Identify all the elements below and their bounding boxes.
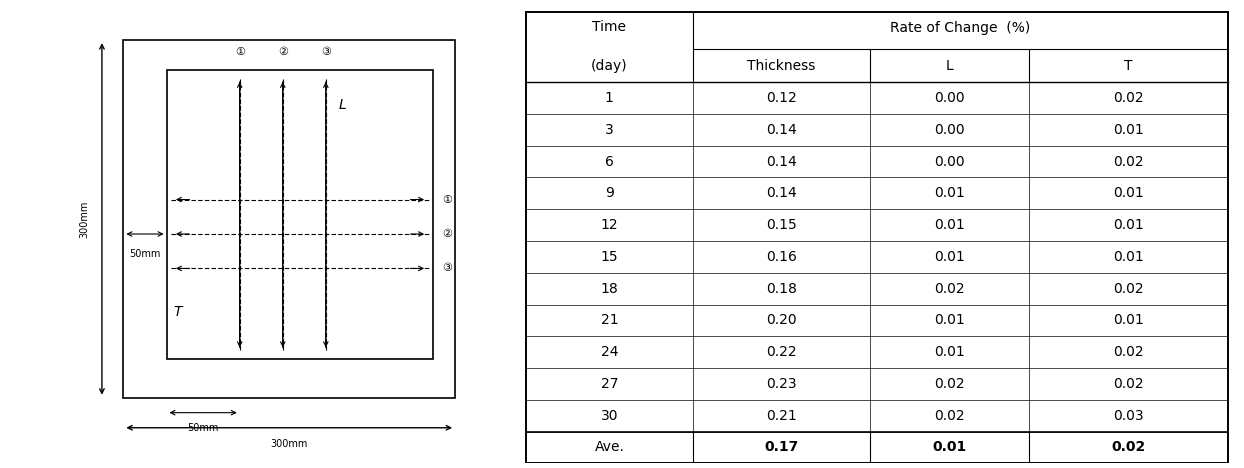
Text: Thickness: Thickness bbox=[748, 58, 816, 73]
Text: Rate of Change  (%): Rate of Change (%) bbox=[891, 21, 1030, 35]
Text: 0.01: 0.01 bbox=[1113, 218, 1144, 232]
Text: 0.01: 0.01 bbox=[934, 186, 965, 200]
Text: 0.02: 0.02 bbox=[1113, 91, 1144, 105]
Text: 0.02: 0.02 bbox=[934, 282, 965, 296]
Text: 50mm: 50mm bbox=[188, 424, 219, 433]
Text: 0.21: 0.21 bbox=[766, 409, 796, 423]
Text: 0.14: 0.14 bbox=[766, 186, 796, 200]
Text: 1: 1 bbox=[605, 91, 613, 105]
Text: 0.12: 0.12 bbox=[766, 91, 796, 105]
Text: L: L bbox=[945, 58, 954, 73]
Text: T: T bbox=[1125, 58, 1133, 73]
Text: 0.00: 0.00 bbox=[934, 123, 965, 137]
Text: 0.01: 0.01 bbox=[934, 250, 965, 264]
Text: L: L bbox=[338, 98, 347, 112]
Text: 18: 18 bbox=[601, 282, 618, 296]
Text: 0.02: 0.02 bbox=[1113, 154, 1144, 168]
Text: ①: ① bbox=[442, 195, 452, 205]
Text: ②: ② bbox=[442, 229, 452, 239]
Text: 0.14: 0.14 bbox=[766, 123, 796, 137]
Text: 0.14: 0.14 bbox=[766, 154, 796, 168]
Text: 0.01: 0.01 bbox=[1113, 250, 1144, 264]
Text: 0.02: 0.02 bbox=[1113, 377, 1144, 391]
Text: 0.01: 0.01 bbox=[1113, 123, 1144, 137]
Text: 0.01: 0.01 bbox=[1113, 314, 1144, 328]
Text: 27: 27 bbox=[601, 377, 618, 391]
Text: 6: 6 bbox=[605, 154, 613, 168]
Text: 15: 15 bbox=[601, 250, 618, 264]
Text: 0.18: 0.18 bbox=[766, 282, 796, 296]
Text: 0.15: 0.15 bbox=[766, 218, 796, 232]
Text: 3: 3 bbox=[605, 123, 613, 137]
Text: 0.02: 0.02 bbox=[1112, 440, 1146, 454]
Text: 0.02: 0.02 bbox=[1113, 345, 1144, 359]
Text: ②: ② bbox=[277, 47, 287, 58]
Text: 300mm: 300mm bbox=[80, 200, 90, 238]
Text: 0.02: 0.02 bbox=[934, 377, 965, 391]
Text: (day): (day) bbox=[591, 58, 628, 73]
Text: 300mm: 300mm bbox=[270, 439, 309, 448]
Text: ③: ③ bbox=[321, 47, 331, 58]
Text: 0.02: 0.02 bbox=[1113, 282, 1144, 296]
Text: 0.00: 0.00 bbox=[934, 91, 965, 105]
Text: 50mm: 50mm bbox=[129, 249, 160, 259]
Text: ①: ① bbox=[235, 47, 245, 58]
Text: Ave.: Ave. bbox=[595, 440, 624, 454]
Text: 0.01: 0.01 bbox=[934, 218, 965, 232]
Text: 0.01: 0.01 bbox=[934, 314, 965, 328]
Text: 0.01: 0.01 bbox=[934, 345, 965, 359]
Text: 9: 9 bbox=[605, 186, 613, 200]
Text: 0.03: 0.03 bbox=[1113, 409, 1144, 423]
Bar bbox=[167, 70, 433, 359]
Text: 0.22: 0.22 bbox=[766, 345, 796, 359]
Bar bbox=[123, 40, 455, 398]
Text: 0.20: 0.20 bbox=[766, 314, 796, 328]
Text: 21: 21 bbox=[601, 314, 618, 328]
Text: ③: ③ bbox=[442, 263, 452, 273]
Text: 0.00: 0.00 bbox=[934, 154, 965, 168]
Text: 30: 30 bbox=[601, 409, 618, 423]
Text: 0.16: 0.16 bbox=[766, 250, 796, 264]
Text: 0.17: 0.17 bbox=[764, 440, 799, 454]
Text: 0.01: 0.01 bbox=[933, 440, 967, 454]
Text: 0.02: 0.02 bbox=[934, 409, 965, 423]
Text: 0.01: 0.01 bbox=[1113, 186, 1144, 200]
Text: 12: 12 bbox=[601, 218, 618, 232]
Text: 24: 24 bbox=[601, 345, 618, 359]
Text: Time: Time bbox=[592, 20, 626, 34]
Text: 0.23: 0.23 bbox=[766, 377, 796, 391]
Text: T: T bbox=[173, 305, 182, 319]
